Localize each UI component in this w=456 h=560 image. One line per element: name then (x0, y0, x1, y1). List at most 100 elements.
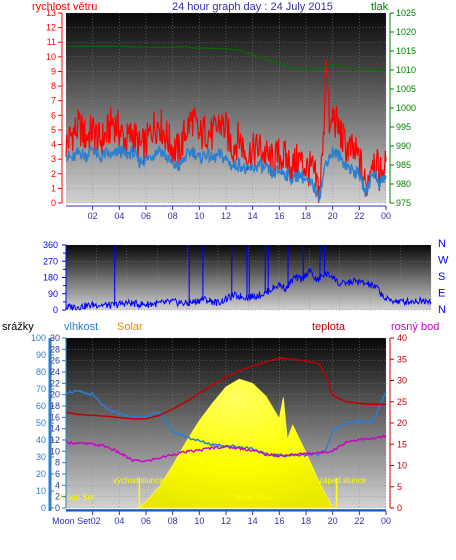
wind-speed-tick-label: 6 (51, 110, 56, 120)
humidity-tick-label: 16 (50, 412, 60, 422)
wind-speed-tick-label: 3 (51, 154, 56, 164)
direction-tick-label: 0 (53, 305, 58, 315)
humidity-tick-label: 24 (50, 367, 60, 377)
direction-tick-label: 360 (43, 240, 58, 250)
humidity-tick-label: 12 (50, 435, 60, 445)
pressure-tick-label: 1005 (396, 84, 416, 94)
top-x-tick-label: 06 (141, 211, 151, 221)
bottom-x-tick-label: Moon Set02 (52, 516, 101, 526)
temperature-tick-label: 40 (397, 333, 407, 343)
pressure-tick-label: 980 (396, 179, 411, 189)
humidity-series-line (65, 389, 387, 458)
top-x-tick-label: 12 (221, 211, 231, 221)
humidity-tick-label: 0 (55, 503, 60, 513)
bottom-x-tick-label: 12 (221, 516, 231, 526)
top-x-tick-label: 04 (114, 211, 124, 221)
rain-tick-label: 0 (41, 503, 46, 513)
moon-set-annotation: Moon Set (60, 493, 95, 502)
solar-axis-title: Solar (117, 321, 143, 333)
rain-tick-label: 30 (36, 452, 46, 462)
wind-speed-tick-label: 10 (46, 52, 56, 62)
wind-speed-axis-title: rychlost větru (32, 1, 97, 13)
wind-speed-tick-label: 12 (46, 23, 56, 33)
temperature-tick-label: 15 (397, 439, 407, 449)
top-x-tick-label: 10 (194, 211, 204, 221)
humidity-tick-label: 14 (50, 424, 60, 434)
humidity-tick-label: 26 (50, 356, 60, 366)
wind-speed-tick-label: 5 (51, 125, 56, 135)
rain-tick-label: 10 (36, 486, 46, 496)
top-chart: 0123456789101112139759809859909951000100… (46, 8, 416, 221)
compass-label: S (438, 271, 445, 283)
temperature-tick-label: 25 (397, 397, 407, 407)
wind-speed-tick-label: 4 (51, 140, 56, 150)
top-x-tick-label: 14 (248, 211, 258, 221)
pressure-tick-label: 1025 (396, 8, 416, 18)
wind-speed-tick-label: 8 (51, 81, 56, 91)
wind-speed-tick-label: 2 (51, 169, 56, 179)
humidity-tick-label: 6 (55, 469, 60, 479)
top-x-tick-label: 00 (381, 211, 391, 221)
moon-rise-annotation: Moon Rise (234, 493, 273, 502)
humidity-tick-label: 8 (55, 458, 60, 468)
pressure-tick-label: 985 (396, 160, 411, 170)
bottom-x-tick-label: 20 (328, 516, 338, 526)
bottom-x-tick-label: 04 (114, 516, 124, 526)
humidity-tick-label: 2 (55, 492, 60, 502)
bottom-x-tick-label: 10 (194, 516, 204, 526)
bottom-x-tick-label: 18 (301, 516, 311, 526)
temperature-tick-label: 30 (397, 376, 407, 386)
rain-tick-label: 50 (36, 418, 46, 428)
wind-speed-tick-label: 9 (51, 66, 56, 76)
top-x-tick-label: 18 (301, 211, 311, 221)
humidity-tick-label: 22 (50, 378, 60, 388)
wind-speed-tick-label: 11 (47, 37, 56, 47)
top-x-tick-label: 02 (88, 211, 98, 221)
compass-label: N (438, 304, 446, 316)
sunrise-annotation: východ slunce (113, 476, 164, 485)
bottom-chart: Moon Set východ slunce Moon Rise západ slun… (31, 333, 407, 526)
humidity-axis-title: vlhkost (64, 321, 98, 333)
compass-label: N (438, 238, 446, 250)
wind-direction-series-line (65, 268, 432, 312)
temperature-tick-label: 20 (397, 418, 407, 428)
top-x-tick-label: 22 (354, 211, 364, 221)
top-x-tick-label: 20 (328, 211, 338, 221)
bottom-x-tick-label: 22 (354, 516, 364, 526)
pressure-tick-label: 1015 (396, 46, 416, 56)
compass-label: W (438, 255, 449, 267)
humidity-tick-label: 28 (50, 344, 60, 354)
temperature-tick-label: 0 (397, 503, 402, 513)
bottom-x-tick-label: 06 (141, 516, 151, 526)
bottom-x-tick-label: 14 (248, 516, 258, 526)
wind-speed-tick-label: 7 (51, 96, 56, 106)
rain-tick-label: 40 (36, 435, 46, 445)
bottom-x-tick-label: 08 (168, 516, 178, 526)
wind-speed-tick-label: 0 (51, 198, 56, 208)
rain-tick-label: 80 (36, 367, 46, 377)
wind-speed-tick-label: 1 (51, 183, 56, 193)
rain-tick-label: 70 (36, 384, 46, 394)
humidity-tick-label: 30 (50, 333, 60, 343)
top-x-tick-label: 08 (168, 211, 178, 221)
rain-tick-label: 60 (36, 401, 46, 411)
humidity-tick-label: 18 (50, 401, 60, 411)
pressure-tick-label: 995 (396, 122, 411, 132)
pressure-tick-label: 990 (396, 141, 411, 151)
rain-tick-label: 100 (31, 333, 46, 343)
bottom-x-tick-label: 00 (381, 516, 391, 526)
direction-tick-label: 270 (43, 256, 58, 266)
pressure-tick-label: 975 (396, 198, 411, 208)
temperature-axis-title: teplota (312, 321, 346, 333)
compass-label: E (438, 288, 445, 300)
solar-radiation-area (138, 378, 334, 509)
top-chart-plot-area (66, 13, 386, 203)
bottom-x-tick-label: 16 (274, 516, 284, 526)
direction-tick-label: 90 (48, 289, 58, 299)
temperature-tick-label: 5 (397, 482, 402, 492)
humidity-tick-label: 4 (55, 480, 60, 490)
dewpoint-series-line (65, 434, 387, 463)
